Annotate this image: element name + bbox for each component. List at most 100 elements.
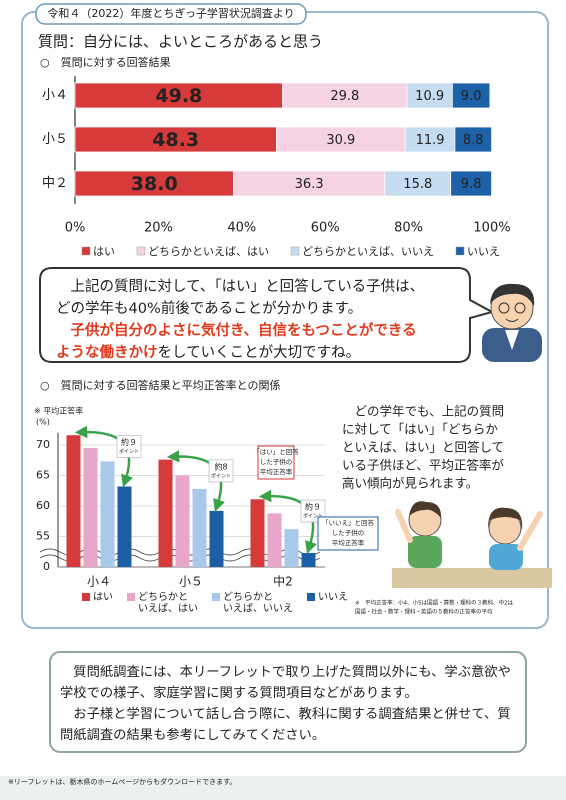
side-text: に対して「はい」「どちらか: [342, 422, 498, 437]
annotation: 約8: [214, 461, 227, 471]
bar-segment: [451, 82, 491, 109]
legend-swatch: [307, 593, 315, 601]
subtitle: ○ 質問に対する回答結果: [40, 55, 171, 69]
y-axis-label: ※ 平均正答率: [34, 406, 83, 416]
x-tick-label: 小４: [87, 575, 111, 589]
value-label: 49.8: [155, 85, 202, 107]
callout-text: した子供の: [332, 528, 365, 537]
legend-label: どちらかといえば、いいえ: [223, 591, 293, 615]
y-tick-label: 65: [36, 469, 50, 482]
annotation-sub: ポイント: [211, 472, 231, 479]
annotation-box: [208, 459, 234, 483]
header-tab: [35, 3, 307, 25]
category-label: 中２: [42, 176, 68, 191]
value-label: 48.3: [152, 129, 199, 151]
value-label: 10.9: [415, 89, 444, 104]
legend-label: いいえ: [318, 591, 348, 603]
value-label: 8.8: [463, 133, 484, 148]
bar: [301, 552, 316, 567]
callout-text: 平均正答率: [332, 538, 365, 547]
y-tick-label: 60: [36, 499, 50, 512]
y-axis-unit: (%): [36, 418, 50, 427]
legend-label: どちらかといえば、はい: [138, 591, 198, 615]
legend-swatch: [82, 593, 90, 601]
legend-label: いいえ: [467, 245, 500, 258]
y-tick-label: 0: [43, 560, 50, 573]
subtitle: ○ 質問に対する回答結果と平均正答率との関係: [40, 378, 281, 392]
value-label: 11.9: [416, 133, 445, 148]
info-text: お子様と学習について話し合う際に、教科に関する調査結果と併せて、質: [60, 705, 511, 722]
legend-swatch: [455, 246, 465, 256]
bubble-segment: 子供が自分のよさに気付き、自信をもつことができる: [56, 321, 417, 339]
side-text: 高い傾向が見られます。: [342, 476, 478, 491]
value-label: 30.9: [326, 133, 355, 148]
bar-segment: [384, 170, 452, 197]
x-tick-label: 0%: [65, 221, 86, 236]
y-tick-label: 55: [36, 530, 50, 543]
bar: [284, 529, 299, 567]
legend-label: どちらかといえば、はい: [148, 245, 269, 258]
bar: [209, 510, 224, 567]
legend-swatch: [212, 593, 220, 601]
y-tick-label: 70: [36, 438, 50, 451]
legend-label: はい: [93, 245, 115, 258]
bar: [267, 513, 282, 567]
callout-text: した子供の: [260, 457, 293, 466]
legend-label: どちらかといえば、いいえ: [302, 245, 434, 258]
value-label: 15.8: [403, 177, 432, 192]
side-text: どの学年でも、上記の質問: [342, 404, 504, 419]
bubble-segment: ような働きかけ: [56, 343, 158, 361]
header-tab-text: 令和４（2022）年度とちぎっ子学習状況調査より: [47, 6, 294, 20]
info-box: [49, 651, 527, 753]
x-tick-label: 中2: [273, 574, 293, 589]
bar: [192, 488, 207, 567]
children-illustration: [392, 501, 552, 588]
bar: [175, 475, 190, 567]
bar-segment: [454, 126, 492, 153]
x-tick-label: 40%: [227, 221, 256, 236]
bar-segment: [406, 82, 453, 109]
footer: ※リーフレットは、栃木県のホームページからもダウンロードできます。: [8, 777, 236, 786]
legend-label: はい: [93, 591, 113, 603]
bar-segment: [233, 170, 386, 197]
info-text: 質問紙調査には、本リーフレットで取り上げた質問以外にも、学ぶ意欲や: [60, 663, 511, 680]
bar-segment: [450, 170, 492, 197]
annotation-sub: ポイント: [303, 513, 323, 520]
annotation-box: [116, 435, 142, 458]
annotation-sub: ポイント: [119, 448, 139, 455]
x-tick-label: 小５: [179, 575, 203, 589]
category-label: 小４: [42, 88, 68, 103]
speech-bubble: [39, 267, 495, 363]
bar: [66, 435, 81, 567]
legend-swatch: [127, 593, 135, 601]
bubble-line: ような働きかけをしていくことが大切ですね。: [56, 343, 360, 361]
value-label: 36.3: [295, 177, 324, 192]
bar-segment: [404, 126, 456, 153]
bar: [83, 448, 98, 567]
annotation: 約９: [305, 502, 321, 512]
note: 国語・社会・数学・理科・英語の５教科の正答率の平均: [355, 608, 493, 616]
bubble-segment: どの学年も40%前後であることが分かります。: [56, 300, 362, 317]
x-tick-label: 60%: [311, 221, 340, 236]
bar: [158, 459, 173, 567]
bar: [100, 461, 115, 567]
value-label: 29.8: [330, 89, 359, 104]
bubble-line: どの学年も40%前後であることが分かります。: [56, 300, 362, 317]
info-text: 問紙調査の結果も参考にしてみてください。: [60, 726, 325, 743]
bar-segment: [74, 126, 277, 153]
callout-text: 「はい」と回答: [253, 447, 299, 456]
info-text: 学校での様子、家庭学習に関する質問項目などがあります。: [60, 684, 418, 701]
side-text: といえば、はい」と回答して: [342, 440, 504, 455]
x-tick-label: 100%: [473, 221, 510, 236]
value-label: 9.0: [461, 89, 482, 104]
annotation: 約９: [121, 437, 137, 447]
bar-segment: [74, 82, 284, 109]
bubble-line: 上記の質問に対して、「はい」と回答している子供は、: [56, 277, 424, 295]
teacher-illustration: [482, 283, 542, 362]
bubble-line: 子供が自分のよさに気付き、自信をもつことができる: [56, 321, 417, 339]
legend-swatch: [290, 246, 300, 256]
note: ※ 平均正答率：小4、小5は国語・算数・理科の３教科、中2は: [355, 599, 514, 607]
bar: [250, 499, 265, 567]
